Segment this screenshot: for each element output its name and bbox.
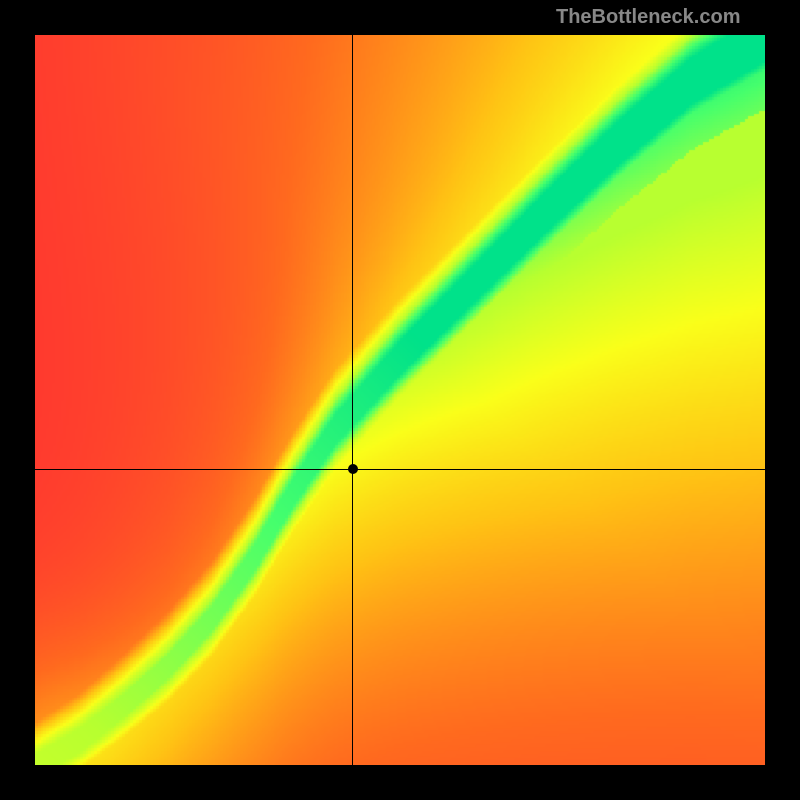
chart-frame: TheBottleneck.com: [0, 0, 800, 800]
bottleneck-heatmap: [35, 35, 765, 765]
crosshair-marker: [348, 464, 358, 474]
crosshair-vertical: [352, 35, 353, 765]
crosshair-horizontal: [35, 469, 765, 470]
attribution-text: TheBottleneck.com: [556, 6, 740, 29]
